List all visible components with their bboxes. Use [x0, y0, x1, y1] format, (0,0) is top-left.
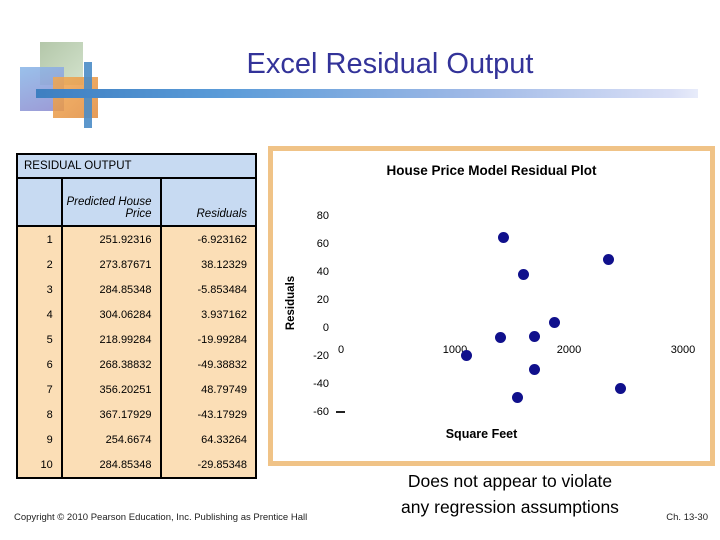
table-cell: 268.38832 — [61, 352, 162, 377]
table-row: 5 218.99284 -19.99284 — [17, 327, 256, 352]
x-tick-label: 0 — [337, 344, 345, 356]
x-tick-label: 1000 — [442, 344, 468, 356]
table-cell: 273.87671 — [61, 252, 162, 277]
table-cell: 356.20251 — [61, 377, 162, 402]
table-header-row: Predicted House Price Residuals — [17, 178, 256, 227]
data-point — [495, 332, 507, 344]
table-cell: 3.937162 — [201, 308, 247, 321]
residual-plot-chart: House Price Model Residual Plot Residual… — [268, 146, 715, 466]
table-row: 8 367.17929 -43.17929 — [17, 402, 256, 427]
table-cell: 10 — [17, 452, 63, 478]
x-axis-label: Square Feet — [445, 427, 518, 441]
data-point — [614, 382, 626, 394]
table-row: 7 356.20251 48.79749 — [17, 377, 256, 402]
table-cell: 7 — [17, 377, 63, 402]
data-point — [517, 269, 529, 281]
x-tick-label: 2000 — [556, 344, 582, 356]
table-cell: 254.6674 — [61, 427, 162, 452]
table-cell: 284.85348 — [61, 452, 162, 478]
table-cell: 38.12329 — [201, 258, 247, 271]
table-cell: 284.85348 — [61, 277, 162, 302]
header-blank-cell — [17, 178, 63, 227]
table-cell: 6 — [17, 352, 63, 377]
y-tick-label: -20 — [313, 350, 329, 362]
axis-tick-dash — [336, 411, 345, 413]
table-cell: -5.853484 — [197, 283, 247, 296]
table-row: 3 284.85348 -5.853484 — [17, 277, 256, 302]
table-cell: 48.79749 — [201, 383, 247, 396]
table-cell: -29.85348 — [197, 458, 247, 471]
table-cell: -6.923162 — [197, 233, 247, 246]
table-cell: 5 — [17, 327, 63, 352]
data-point — [549, 316, 561, 328]
data-point — [603, 254, 615, 266]
data-point — [497, 232, 509, 244]
title-underline-bar — [36, 89, 698, 98]
copyright-text: Copyright © 2010 Pearson Education, Inc.… — [14, 512, 308, 523]
y-tick-label: 60 — [316, 238, 329, 250]
header-residuals: Residuals — [160, 178, 256, 227]
conclusion-line-2: any regression assumptions — [401, 497, 619, 517]
data-point — [529, 364, 541, 376]
data-point — [529, 330, 541, 342]
conclusion-line-1: Does not appear to violate — [407, 471, 613, 491]
y-tick-label: -60 — [313, 406, 329, 418]
y-tick-label: 0 — [322, 322, 329, 334]
y-tick-label: 20 — [316, 294, 329, 306]
table-row: 2 273.87671 38.12329 — [17, 252, 256, 277]
table-cell: 1 — [17, 226, 63, 252]
y-tick-label: 80 — [316, 210, 329, 222]
table-cell: 9 — [17, 427, 63, 452]
table-caption: RESIDUAL OUTPUT — [17, 154, 256, 179]
table-cell: -49.38832 — [197, 358, 247, 371]
residual-output-table: RESIDUAL OUTPUT Predicted House Price Re… — [16, 153, 257, 479]
data-point — [512, 391, 524, 403]
table-cell: 367.17929 — [61, 402, 162, 427]
y-tick-label: 40 — [316, 266, 329, 278]
conclusion-note: Does not appear to violate any regressio… — [330, 468, 690, 520]
table-cell: 251.92316 — [61, 226, 162, 252]
table-cell: 8 — [17, 402, 63, 427]
table-cell: 304.06284 — [61, 302, 162, 327]
table-cell: 218.99284 — [61, 327, 162, 352]
x-tick-label: 3000 — [670, 344, 696, 356]
table-row: 4 304.06284 3.937162 — [17, 302, 256, 327]
chapter-number: Ch. 13-30 — [666, 512, 708, 523]
table-row: 9 254.6674 64.33264 — [17, 427, 256, 452]
table-row: 1 251.92316 -6.923162 — [17, 226, 256, 252]
chart-title: House Price Model Residual Plot — [386, 163, 597, 178]
table-row: 10 284.85348 -29.85348 — [17, 452, 256, 478]
data-point — [460, 350, 472, 362]
table-cell: 3 — [17, 277, 63, 302]
table-cell: 4 — [17, 302, 63, 327]
table-cell: 64.33264 — [201, 433, 247, 446]
table-row: 6 268.38832 -49.38832 — [17, 352, 256, 377]
table-caption-row: RESIDUAL OUTPUT — [17, 154, 256, 179]
page-title: Excel Residual Output — [246, 48, 534, 80]
header-predicted: Predicted House Price — [61, 178, 162, 227]
table-cell: -43.17929 — [197, 408, 247, 421]
table-cell: 2 — [17, 252, 63, 277]
table-cell: -19.99284 — [197, 333, 247, 346]
y-tick-label: -40 — [313, 378, 329, 390]
